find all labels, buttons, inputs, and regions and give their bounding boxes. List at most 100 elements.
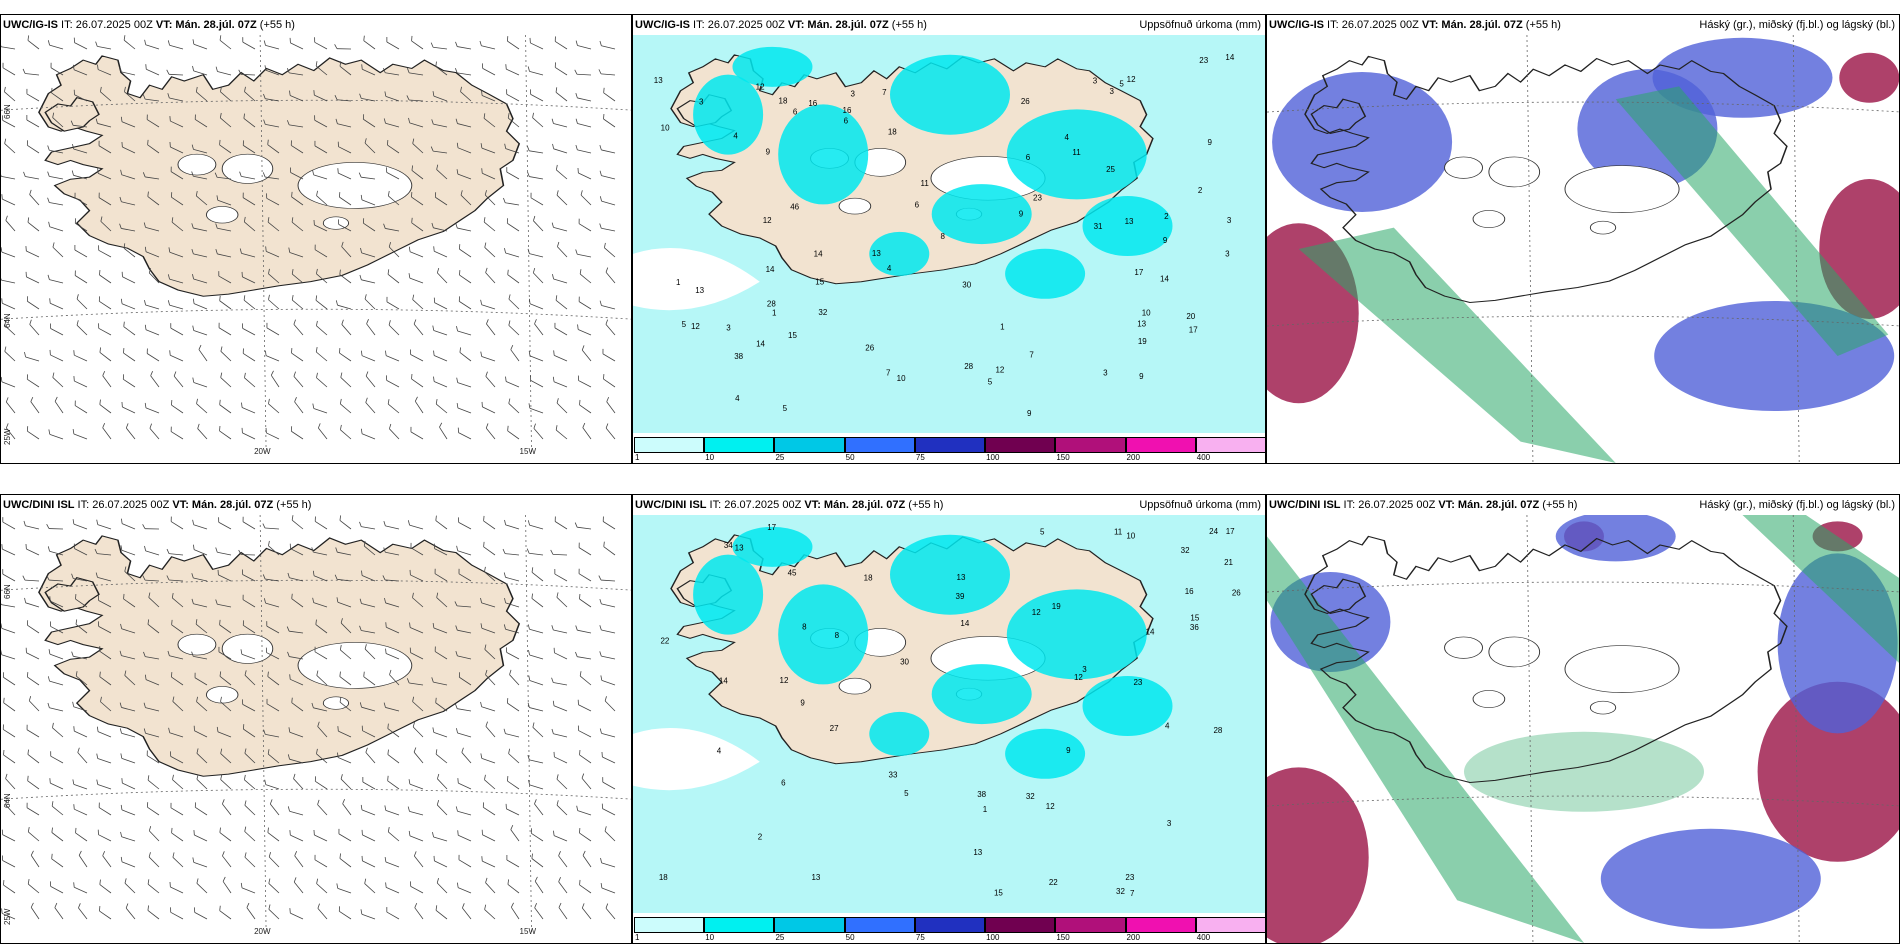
wind-barb [507,430,520,440]
wind-barb [361,433,376,440]
wind-barb-flag [1,376,3,382]
wind-barb-flag [339,515,342,521]
wind-barb [292,299,304,310]
wind-barb [506,859,520,868]
wind-barb-flag [507,269,509,275]
precip-value: 4 [887,264,892,273]
wind-barb [558,907,568,920]
panel-title: UWC/IG-IS IT: 26.07.2025 00Z VT: Mán. 28… [1269,17,1895,33]
high-cloud-band [1615,86,1889,357]
wind-barb [554,521,568,530]
wind-barb [4,351,16,362]
wind-barb [98,249,112,258]
wind-barb-flag [216,726,219,732]
wind-barb [410,574,424,582]
wind-barb-flag [144,324,147,330]
wind-barb-flag [433,350,435,356]
wind-barb-flag [150,371,153,376]
wind-barb [52,727,64,738]
wind-barb-flag [526,548,530,554]
rain-area [1082,676,1173,737]
precip-value: 15 [1190,613,1199,622]
wind-barb [436,804,448,816]
wind-barb-flag [23,520,26,526]
panel-title: UWC/IG-IS IT: 26.07.2025 00Z VT: Mán. 28… [635,17,1261,33]
precip-value: 8 [802,622,807,631]
wind-barb-flag [220,372,223,378]
wind-barb-flag [433,246,435,252]
wind-barb [73,523,88,530]
wind-barb [409,682,424,686]
wind-barb-flag [143,651,146,657]
wind-barb [121,809,136,816]
wind-barb [385,653,400,660]
wind-barb [458,859,472,868]
wind-barb [605,324,616,336]
wind-barb [337,578,352,582]
wind-barb-flag [142,94,146,100]
wind-barb-flag [558,851,561,856]
precip-value: 38 [734,352,743,361]
wind-barb-flag [240,649,243,655]
wind-barb-flag [288,247,291,253]
wind-barb-flag [265,246,267,252]
wind-barb [170,354,184,362]
wind-barb [243,728,256,738]
wind-barb [49,653,64,660]
wind-barb [102,855,112,868]
wind-barb [462,907,472,920]
wind-barb [147,806,160,816]
wind-barb [49,279,64,284]
wind-barb-flag [365,371,369,377]
wind-barb [317,726,328,738]
wind-barb [434,860,448,868]
wind-barb [484,649,496,660]
wind-barb-flag [30,902,34,908]
precip-value: 7 [886,369,891,378]
wind-barb-flag [191,598,194,604]
glacier [1488,636,1541,668]
wind-barb-flag [293,773,296,779]
wind-barb-flag [219,827,221,833]
wind-barb [246,907,256,920]
wind-barb [505,524,520,530]
precip-value: 14 [1225,53,1234,62]
wind-barb-flag [604,242,606,248]
wind-barb [530,197,544,206]
precip-value: 13 [811,873,820,882]
wind-barb [268,299,280,310]
precip-value: 39 [956,592,965,601]
precip-value: 6 [793,107,798,116]
wind-barb [457,227,472,232]
wind-barb [366,323,376,336]
wind-barb [553,835,568,842]
wind-barb [314,94,328,102]
wind-barb-flag [316,748,318,754]
wind-barb-flag [431,222,434,228]
precip-value: 10 [661,124,670,133]
glacier [297,162,413,209]
wind-barb-flag [267,671,269,677]
wind-barb [99,404,112,414]
precip-value: 23 [1125,873,1134,882]
wind-barb-flag [124,86,126,92]
rain-area [869,711,930,756]
wind-barb [145,304,160,310]
wind-barb [289,252,304,258]
wind-barb-flag [75,619,78,625]
wind-barb-flag [553,350,555,356]
wind-barb-flag [52,242,55,248]
colorbar-tick: 1 [635,453,640,462]
wind-barb [553,629,568,634]
precip-value: 15 [788,331,797,340]
wind-barb [529,707,544,712]
rain-area [778,104,869,205]
wind-barb [29,700,40,712]
wind-barb-flag [507,425,509,431]
wind-barb [385,228,400,232]
wind-barb [314,41,328,50]
wind-barb [50,600,64,608]
wind-barb [485,726,496,738]
wind-barb [218,521,232,530]
rain-area [1082,196,1173,257]
